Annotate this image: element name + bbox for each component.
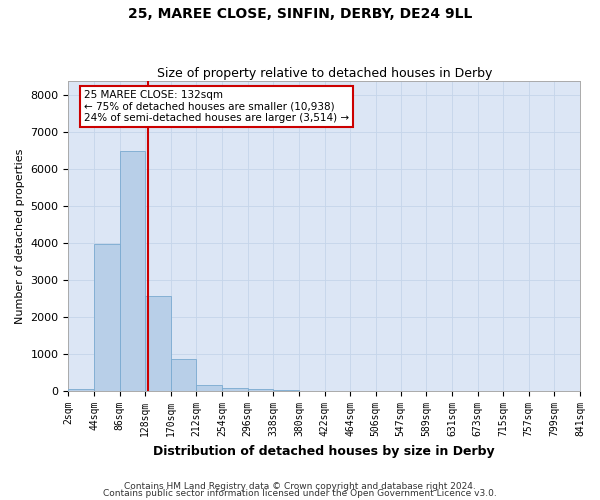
- Text: 25, MAREE CLOSE, SINFIN, DERBY, DE24 9LL: 25, MAREE CLOSE, SINFIN, DERBY, DE24 9LL: [128, 8, 472, 22]
- Text: Contains HM Land Registry data © Crown copyright and database right 2024.: Contains HM Land Registry data © Crown c…: [124, 482, 476, 491]
- Text: Contains public sector information licensed under the Open Government Licence v3: Contains public sector information licen…: [103, 490, 497, 498]
- Bar: [94, 244, 119, 391]
- Bar: [222, 388, 248, 391]
- Y-axis label: Number of detached properties: Number of detached properties: [15, 148, 25, 324]
- Bar: [171, 360, 196, 391]
- Bar: [68, 389, 94, 391]
- Bar: [119, 151, 145, 391]
- Bar: [248, 389, 273, 391]
- Bar: [196, 386, 222, 391]
- Bar: [273, 390, 299, 391]
- Text: 25 MAREE CLOSE: 132sqm
← 75% of detached houses are smaller (10,938)
24% of semi: 25 MAREE CLOSE: 132sqm ← 75% of detached…: [84, 90, 349, 123]
- Title: Size of property relative to detached houses in Derby: Size of property relative to detached ho…: [157, 66, 492, 80]
- X-axis label: Distribution of detached houses by size in Derby: Distribution of detached houses by size …: [154, 444, 495, 458]
- Bar: [145, 296, 171, 391]
